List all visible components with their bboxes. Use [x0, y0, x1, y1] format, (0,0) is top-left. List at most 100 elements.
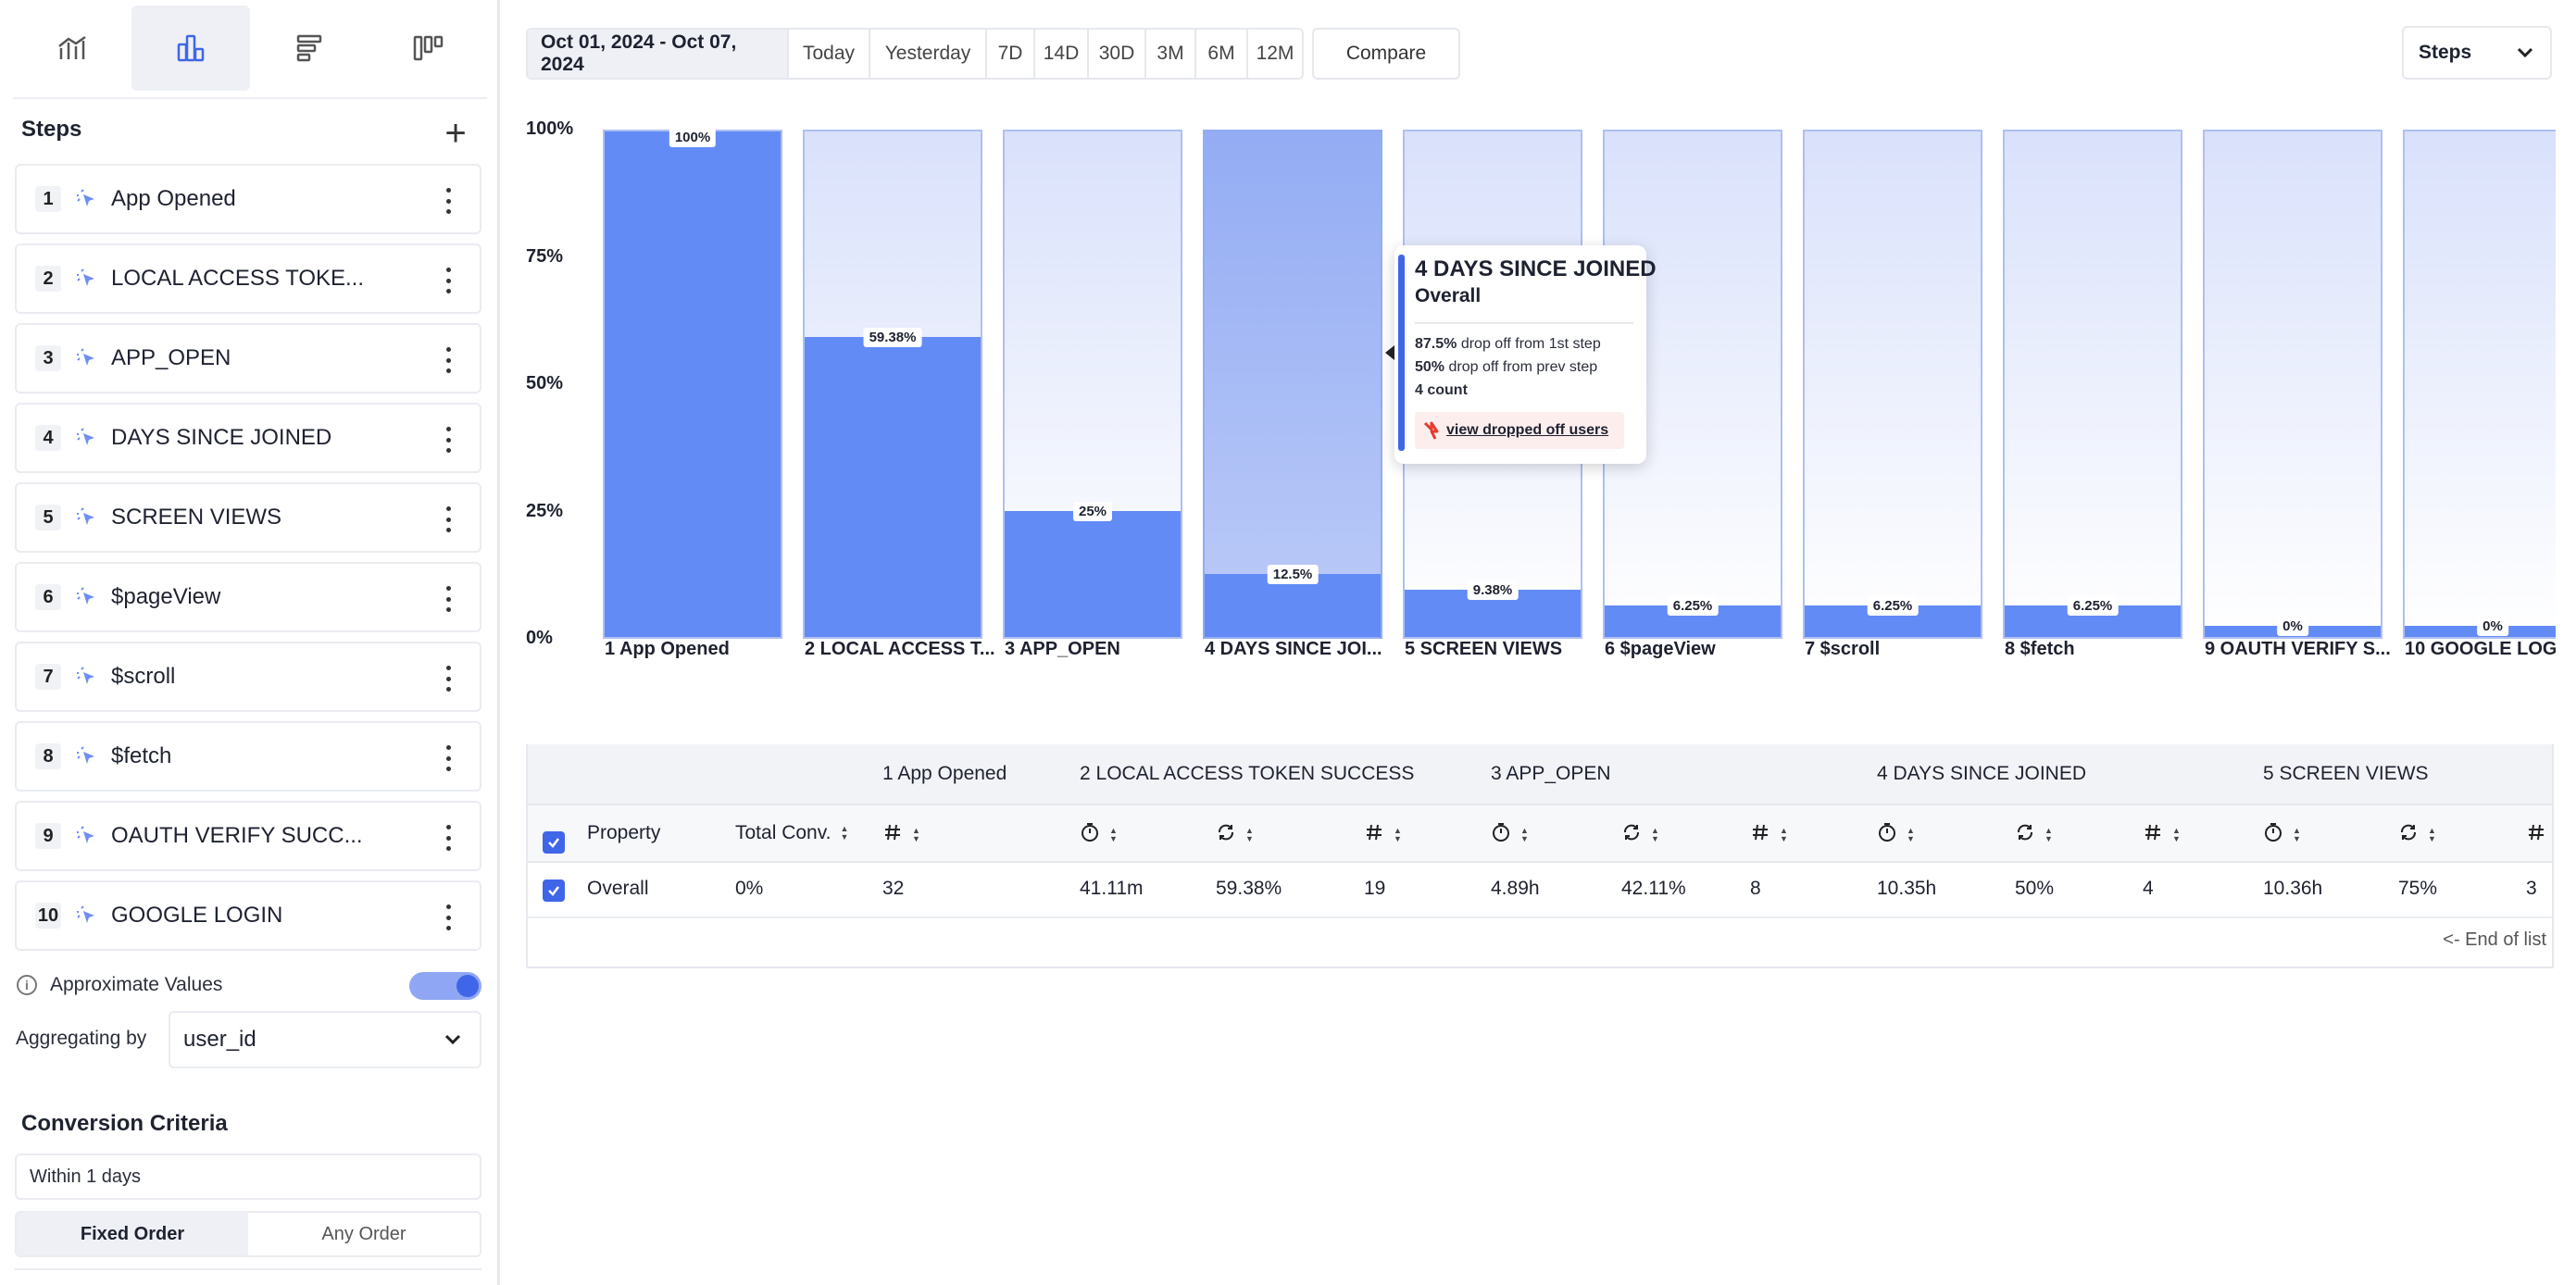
- sort-icon[interactable]: ▲ ▼: [1394, 826, 1402, 843]
- more-options-icon[interactable]: [444, 745, 452, 771]
- sort-icon[interactable]: ▲ ▼: [2293, 826, 2301, 843]
- bar-fill: [1205, 573, 1381, 637]
- conversion-icon: [2015, 822, 2035, 848]
- column-header-metric[interactable]: ▲ ▼: [2143, 822, 2181, 848]
- more-options-icon[interactable]: [444, 904, 452, 930]
- step-item[interactable]: 4 DAYS SINCE JOINED: [15, 403, 481, 473]
- step-item[interactable]: 8 $fetch: [15, 721, 481, 792]
- aggregating-by-select[interactable]: user_id: [169, 1011, 481, 1068]
- row-checkbox[interactable]: [543, 880, 565, 902]
- conversion-window-field[interactable]: Within 1 days: [15, 1154, 481, 1200]
- column-header-metric[interactable]: ▲ ▼: [2263, 822, 2301, 848]
- bar-category-label: 6 $pageView: [1605, 639, 1716, 659]
- sort-icon[interactable]: ▲ ▼: [1651, 826, 1659, 843]
- sort-icon[interactable]: ▲ ▼: [2428, 826, 2436, 843]
- approximate-values-toggle[interactable]: [409, 972, 481, 1000]
- bar-value-label: 9.38%: [1467, 580, 1519, 600]
- funnel-bar[interactable]: 0%: [2203, 130, 2382, 639]
- select-all-checkbox[interactable]: [543, 831, 565, 854]
- step-item[interactable]: 7 $scroll: [15, 642, 481, 712]
- hash-icon: [882, 822, 903, 848]
- y-tick-label: 25%: [526, 500, 564, 521]
- column-header-metric[interactable]: ▲ ▼: [1621, 822, 1659, 848]
- preset-today[interactable]: Today: [787, 30, 869, 78]
- step-number: 5: [35, 505, 61, 530]
- preset-12m[interactable]: 12M: [1246, 30, 1302, 78]
- column-header-metric[interactable]: ▲ ▼: [2398, 822, 2436, 848]
- column-header-metric[interactable]: ▲ ▼: [1080, 822, 1118, 848]
- step-label: OAUTH VERIFY SUCC...: [111, 823, 363, 848]
- tab-horizontal-bars[interactable]: [250, 6, 369, 91]
- more-options-icon[interactable]: [444, 347, 452, 373]
- step-item[interactable]: 1 App Opened: [15, 164, 481, 234]
- event-sparkle-icon: [74, 903, 100, 929]
- more-options-icon[interactable]: [444, 825, 452, 851]
- funnel-bar[interactable]: 6.25%: [2003, 130, 2182, 639]
- sort-icon[interactable]: ▲ ▼: [1907, 826, 1915, 843]
- more-options-icon[interactable]: [444, 188, 452, 214]
- column-header-metric[interactable]: ▲ ▼: [1877, 822, 1915, 848]
- sort-icon[interactable]: ▲ ▼: [840, 824, 849, 842]
- funnel-bar[interactable]: 25%: [1003, 130, 1182, 639]
- column-header-metric[interactable]: [2526, 822, 2546, 848]
- sort-icon[interactable]: ▲ ▼: [1780, 826, 1788, 843]
- any-order-button[interactable]: Any Order: [321, 1223, 406, 1244]
- column-header-metric[interactable]: ▲ ▼: [1216, 822, 1254, 848]
- divider: [528, 917, 2552, 918]
- conversion-icon: [2398, 822, 2419, 848]
- funnel-bar[interactable]: 59.38%: [803, 130, 982, 639]
- timer-icon: [1080, 822, 1100, 848]
- add-step-button[interactable]: +: [444, 113, 467, 154]
- step-item[interactable]: 3 APP_OPEN: [15, 323, 481, 393]
- steps-heading: Steps: [21, 117, 82, 142]
- preset-yesterday[interactable]: Yesterday: [869, 30, 985, 78]
- preset-6m[interactable]: 6M: [1194, 30, 1246, 78]
- preset-3m[interactable]: 3M: [1144, 30, 1194, 78]
- column-header-metric[interactable]: ▲ ▼: [1750, 822, 1788, 848]
- sort-icon[interactable]: ▲ ▼: [2172, 826, 2181, 843]
- tab-columns[interactable]: [369, 6, 487, 91]
- step-item[interactable]: 9 OAUTH VERIFY SUCC...: [15, 801, 481, 871]
- funnel-bar[interactable]: 100%: [603, 128, 782, 639]
- preset-14d[interactable]: 14D: [1033, 30, 1087, 78]
- sort-icon[interactable]: ▲ ▼: [912, 826, 920, 843]
- chart-mode-select[interactable]: Steps: [2402, 26, 2552, 80]
- funnel-bar[interactable]: 0%: [2403, 130, 2556, 639]
- date-range-picker[interactable]: Oct 01, 2024 - Oct 07, 2024: [528, 30, 787, 78]
- table-cell: 10.36h: [2263, 878, 2323, 899]
- step-item[interactable]: 10 GOOGLE LOGIN: [15, 880, 481, 951]
- sort-icon[interactable]: ▲ ▼: [1245, 826, 1254, 843]
- preset-7d[interactable]: 7D: [985, 30, 1033, 78]
- column-header-metric[interactable]: ▲ ▼: [882, 822, 920, 848]
- step-item[interactable]: 6 $pageView: [15, 562, 481, 632]
- check-icon: [548, 886, 559, 896]
- more-options-icon[interactable]: [444, 268, 452, 293]
- more-options-icon[interactable]: [444, 427, 452, 453]
- info-icon[interactable]: i: [17, 975, 37, 995]
- hash-icon: [1750, 822, 1770, 848]
- step-item[interactable]: 2 LOCAL ACCESS TOKE...: [15, 243, 481, 314]
- step-label: LOCAL ACCESS TOKE...: [111, 266, 364, 291]
- column-header-total-conv[interactable]: Total Conv. ▲ ▼: [735, 822, 848, 844]
- sort-icon[interactable]: ▲ ▼: [2045, 826, 2053, 843]
- tab-funnel-bars[interactable]: [131, 6, 250, 91]
- more-options-icon[interactable]: [444, 506, 452, 532]
- more-options-icon[interactable]: [444, 586, 452, 612]
- dropoff-first-text: drop off from 1st step: [1460, 336, 1601, 352]
- step-number: 3: [35, 345, 61, 371]
- fixed-order-button[interactable]: Fixed Order: [17, 1213, 248, 1255]
- column-header-metric[interactable]: ▲ ▼: [2015, 822, 2053, 848]
- view-dropped-users-link[interactable]: view dropped off users: [1415, 412, 1624, 449]
- table-cell: 3: [2526, 878, 2537, 899]
- column-header-metric[interactable]: ▲ ▼: [1364, 822, 1402, 848]
- tab-trends[interactable]: [13, 6, 131, 91]
- step-item[interactable]: 5 SCREEN VIEWS: [15, 482, 481, 553]
- sort-icon[interactable]: ▲ ▼: [1109, 826, 1118, 843]
- funnel-bar[interactable]: 12.5%: [1203, 130, 1382, 639]
- preset-30d[interactable]: 30D: [1087, 30, 1144, 78]
- sort-icon[interactable]: ▲ ▼: [1520, 826, 1529, 843]
- column-header-metric[interactable]: ▲ ▼: [1491, 822, 1529, 848]
- compare-button[interactable]: Compare: [1312, 28, 1460, 80]
- funnel-bar[interactable]: 6.25%: [1803, 130, 1982, 639]
- more-options-icon[interactable]: [444, 666, 452, 692]
